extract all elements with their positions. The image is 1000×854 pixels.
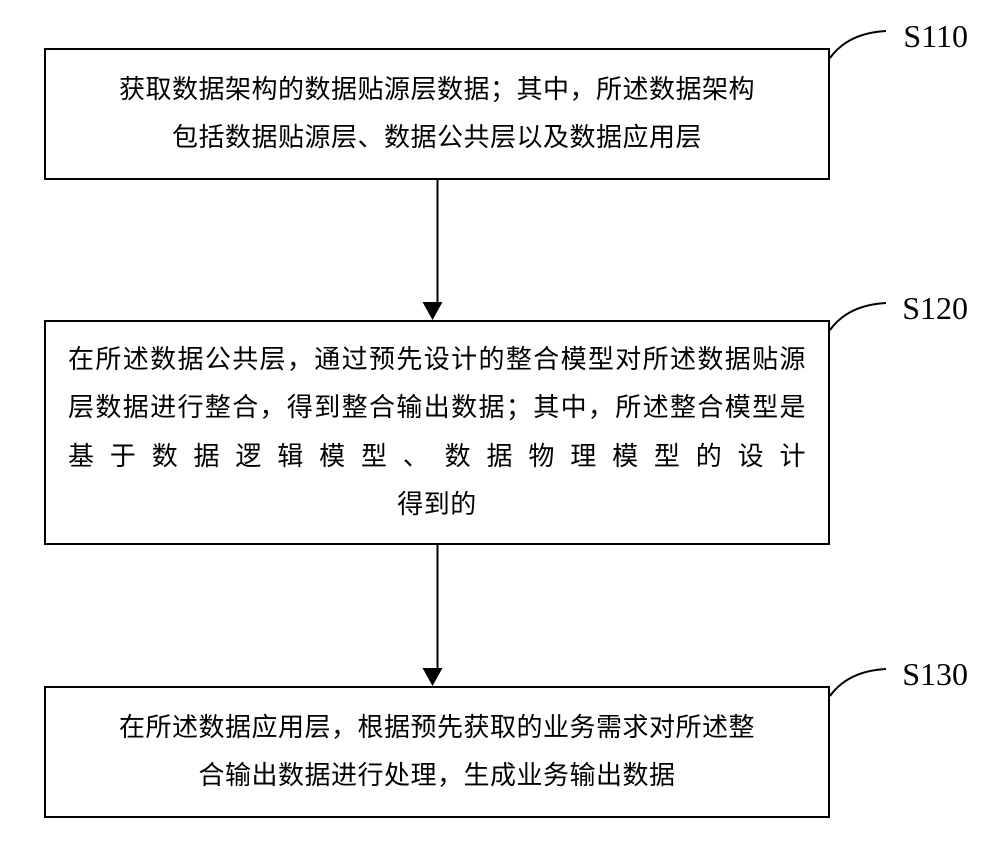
flowchart-node-s120: 在所述数据公共层，通过预先设计的整合模型对所述数据贴源层数据进行整合，得到整合输… [44,320,830,545]
arrow-s110-to-s120 [432,180,443,320]
flowchart-node-s130: 在所述数据应用层，根据预先获取的业务需求对所述整合输出数据进行处理，生成业务输出… [44,686,830,818]
arrow-line [436,180,438,302]
callout-curve-s120 [828,300,890,332]
step-label-s120: S120 [902,290,968,327]
arrow-s120-to-s130 [432,545,443,686]
node-text-s130: 在所述数据应用层，根据预先获取的业务需求对所述整合输出数据进行处理，生成业务输出… [119,704,755,800]
arrow-line [436,545,438,668]
flowchart-node-s110: 获取数据架构的数据贴源层数据；其中，所述数据架构包括数据贴源层、数据公共层以及数… [44,48,830,180]
node-text-s120: 在所述数据公共层，通过预先设计的整合模型对所述数据贴源层数据进行整合，得到整合输… [68,336,806,528]
arrow-head-icon [423,668,443,686]
step-label-s130: S130 [902,656,968,693]
step-label-s110: S110 [903,18,968,55]
arrow-head-icon [423,302,443,320]
callout-curve-s130 [828,666,890,698]
node-text-s110: 获取数据架构的数据贴源层数据；其中，所述数据架构包括数据贴源层、数据公共层以及数… [119,66,755,162]
flowchart-container: 获取数据架构的数据贴源层数据；其中，所述数据架构包括数据贴源层、数据公共层以及数… [0,0,1000,854]
callout-curve-s110 [828,28,890,60]
